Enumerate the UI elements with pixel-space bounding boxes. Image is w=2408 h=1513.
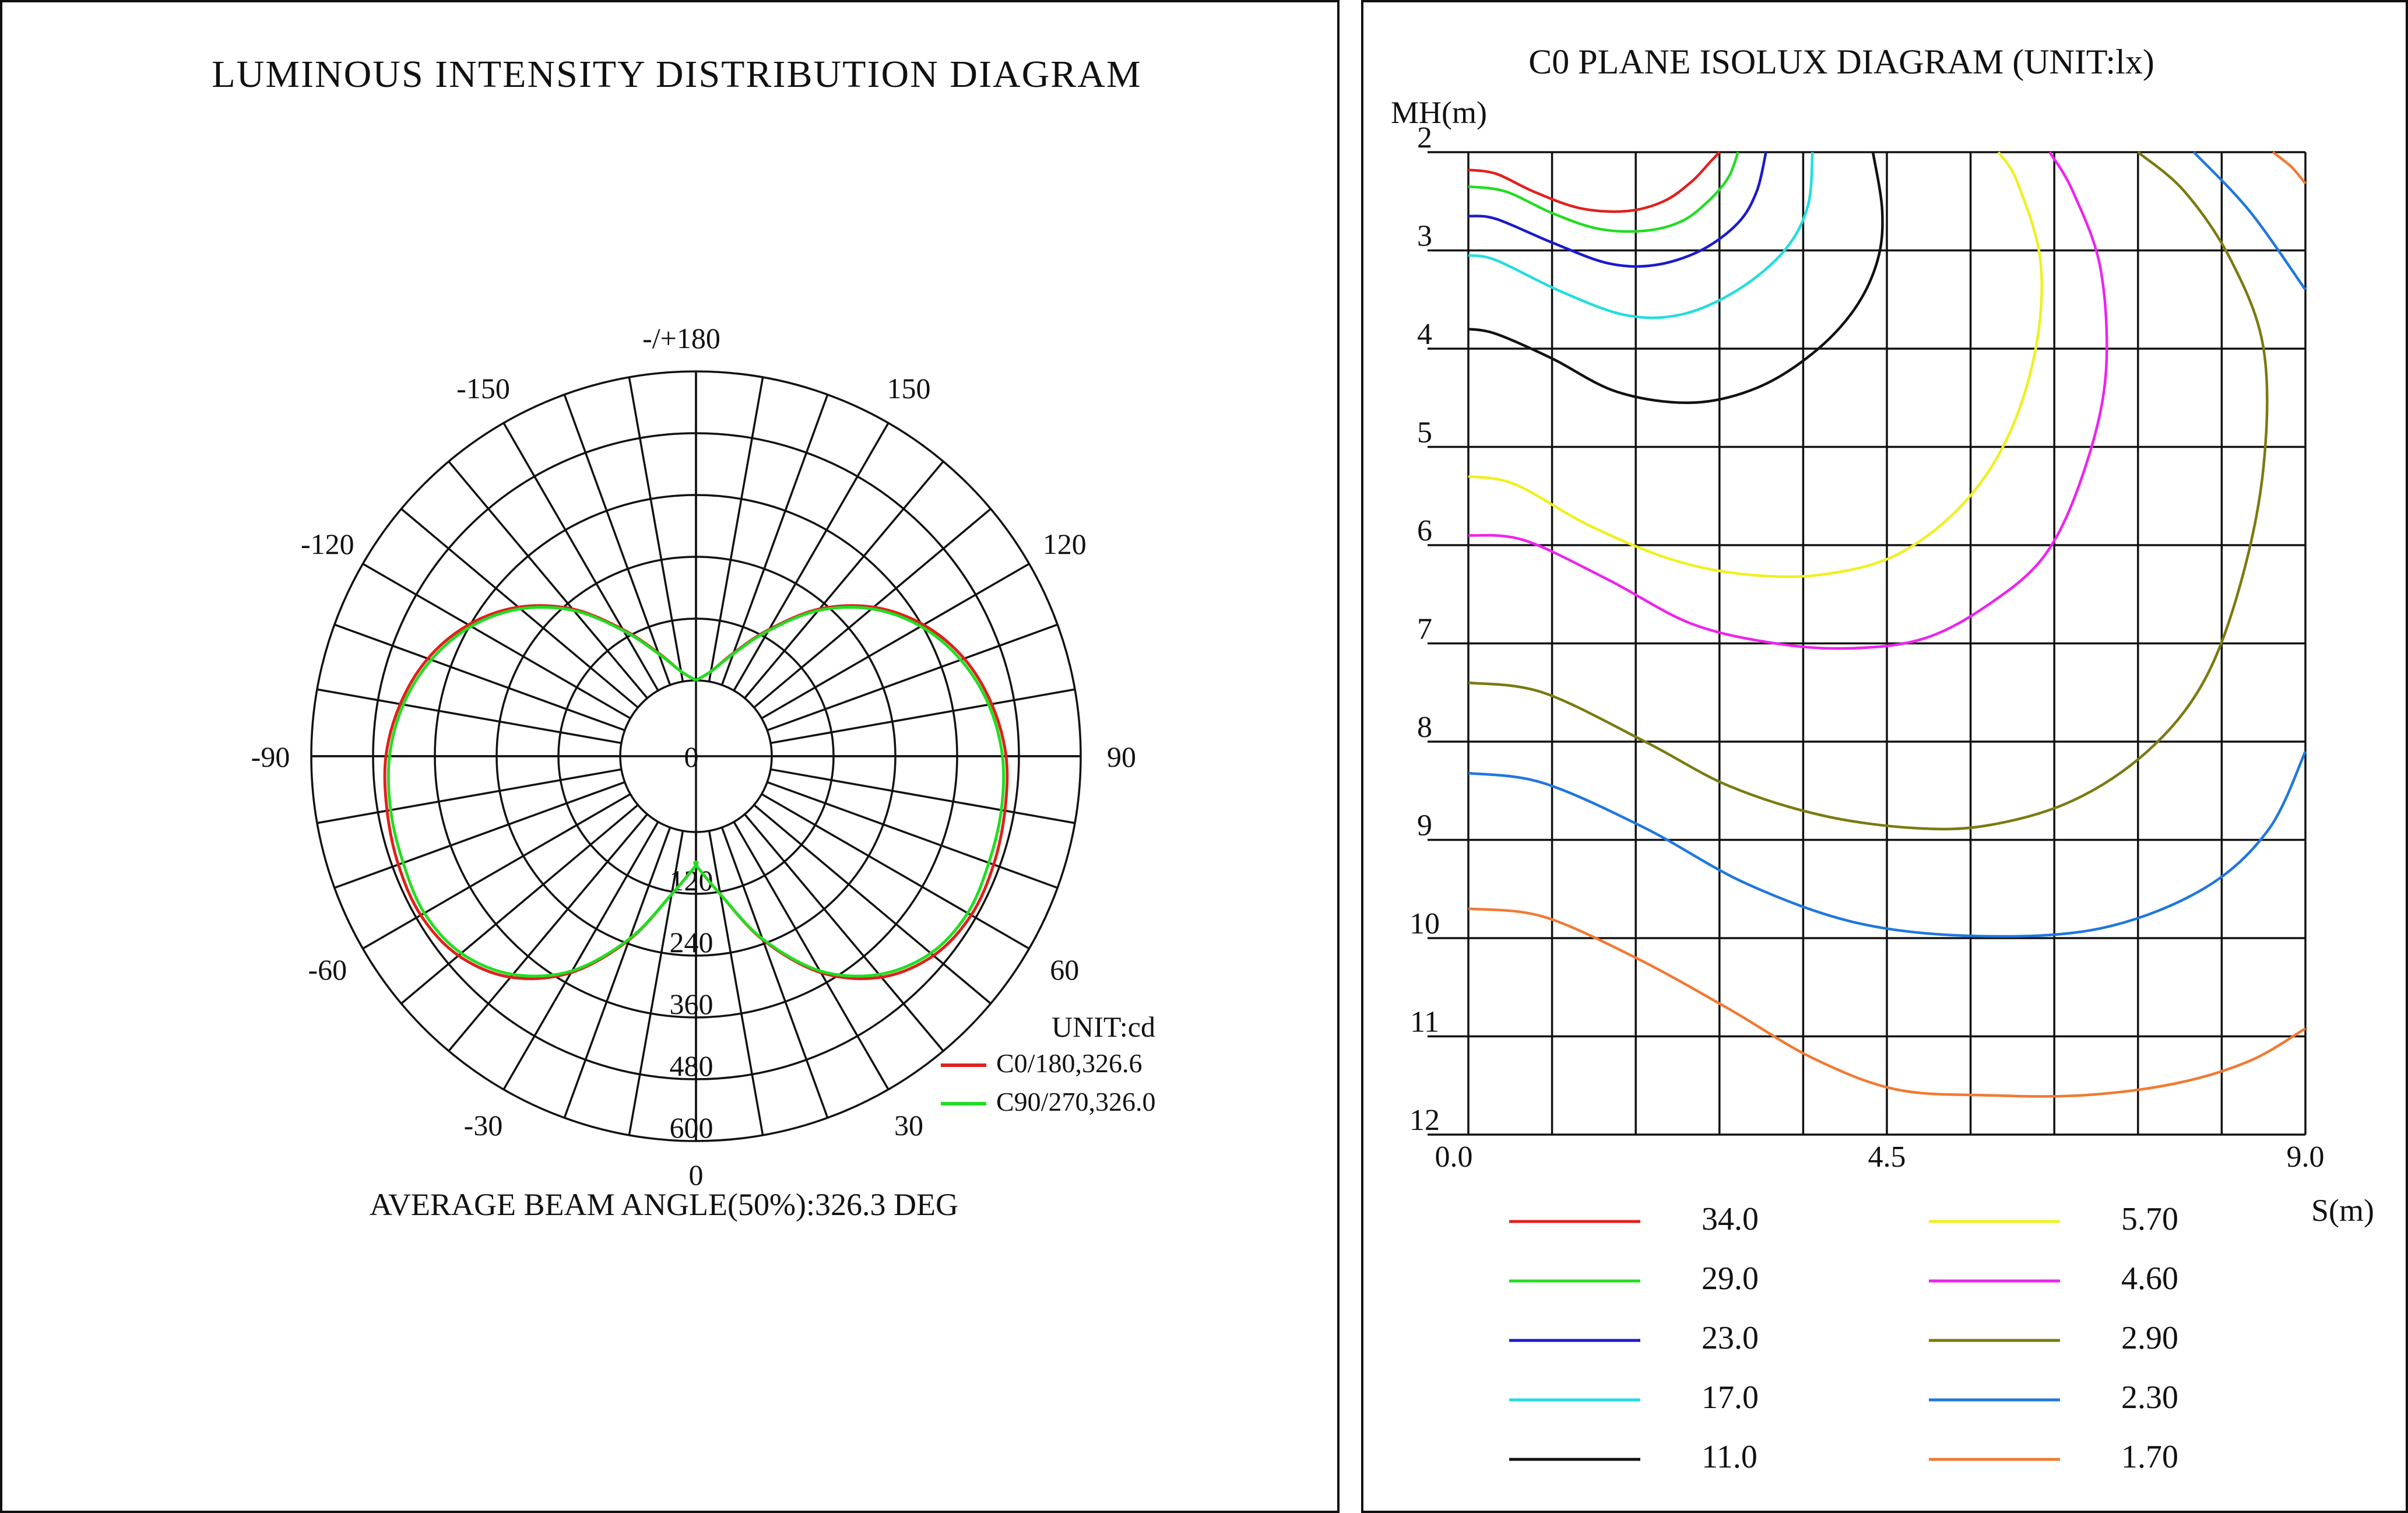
polar-spoke (720, 827, 829, 1118)
isolux-legend-label-7: 2.90 (2121, 1320, 2178, 1356)
polar-spoke (767, 781, 1058, 889)
isolux-contour-8 (1468, 750, 2307, 938)
radial-tick-label: 600 (670, 1111, 713, 1144)
polar-spoke (770, 688, 1075, 745)
angle-label: 120 (1043, 528, 1087, 560)
isolux-legend-label-2: 23.0 (1702, 1320, 1759, 1356)
isolux-contour-2 (1468, 152, 1767, 268)
isolux-title: C0 PLANE ISOLUX DIAGRAM (UNIT:lx) (1528, 43, 2154, 81)
intensity-distribution-panel: LUMINOUS INTENSITY DISTRIBUTION DIAGRAM 0… (0, 0, 1340, 1513)
polar-spoke (628, 830, 684, 1136)
isolux-legend-label-1: 29.0 (1702, 1261, 1759, 1297)
series-line-c90-270 (386, 606, 1006, 978)
isolux-contour-5 (1468, 151, 2043, 578)
radial-tick-label: 360 (670, 988, 713, 1020)
polar-spoke (448, 813, 648, 1052)
y-tick-label: 11 (1410, 1006, 1439, 1039)
legend-label-1: C90/270,326.0 (996, 1087, 1155, 1117)
polar-spoke (362, 793, 631, 950)
polar-spoke (767, 623, 1058, 732)
x-axis-label: S(m) (2311, 1193, 2374, 1228)
polar-spoke (628, 377, 684, 682)
y-tick-label: 10 (1409, 907, 1440, 940)
isolux-legend-label-4: 11.0 (1702, 1439, 1757, 1475)
isolux-legend-label-9: 1.70 (2121, 1439, 2178, 1475)
isolux-contour-7 (1468, 151, 2269, 831)
radial-tick-label: 0 (684, 740, 699, 773)
y-tick-label: 9 (1417, 809, 1432, 842)
polar-spoke (733, 422, 890, 691)
y-tick-label: 5 (1417, 416, 1432, 450)
polar-spoke (400, 804, 639, 1005)
polar-spoke (753, 804, 992, 1005)
angle-label: -120 (301, 528, 354, 560)
unit-label: UNIT:cd (1052, 1010, 1155, 1043)
polar-spoke (502, 422, 659, 691)
polar-spoke (770, 768, 1075, 824)
polar-spoke (733, 821, 890, 1090)
isolux-legend-label-3: 17.0 (1702, 1379, 1759, 1416)
polar-spoke (563, 394, 672, 686)
polar-spoke (708, 377, 764, 682)
x-tick-label: 4.5 (1868, 1140, 1906, 1174)
isolux-contour-4 (1468, 152, 1884, 405)
polar-spoke (761, 793, 1030, 950)
y-tick-label: 12 (1409, 1104, 1440, 1137)
y-tick-label: 2 (1417, 121, 1432, 155)
isolux-contour-6 (1468, 151, 2108, 650)
y-tick-label: 4 (1417, 318, 1432, 351)
x-tick-label: 0.0 (1435, 1140, 1473, 1174)
isolux-contour-9 (1468, 907, 2307, 1098)
x-tick-label: 9.0 (2287, 1140, 2325, 1174)
isolux-contour-1 (1468, 152, 1739, 233)
angle-label: 150 (887, 372, 931, 405)
isolux-contour-0 (1468, 151, 1721, 213)
y-tick-label: 3 (1417, 220, 1432, 253)
polar-spoke (761, 563, 1030, 719)
isolux-contour-10 (2192, 151, 2307, 291)
chart-title: LUMINOUS INTENSITY DISTRIBUTION DIAGRAM (212, 53, 1141, 96)
polar-spoke (317, 768, 622, 824)
y-tick-label: 8 (1417, 711, 1432, 744)
angle-label: 30 (894, 1109, 923, 1142)
isolux-chart: C0 PLANE ISOLUX DIAGRAM (UNIT:lx)MH(m)23… (1391, 43, 2374, 1475)
angle-label: -30 (464, 1109, 503, 1142)
angle-label: 90 (1107, 740, 1136, 773)
beam-angle-footer: AVERAGE BEAM ANGLE(50%):326.3 DEG (370, 1187, 958, 1222)
isolux-contour-11 (2272, 151, 2307, 185)
polar-spoke (720, 394, 829, 686)
polar-spoke (334, 623, 625, 732)
radial-tick-label: 240 (670, 926, 713, 959)
angle-label: -150 (456, 372, 510, 405)
polar-spoke (317, 688, 622, 745)
legend-label-0: C0/180,326.6 (996, 1048, 1142, 1078)
polar-spoke (744, 813, 944, 1052)
isolux-legend-label-5: 5.70 (2121, 1201, 2178, 1237)
angle-label: 60 (1050, 953, 1079, 986)
isolux-legend-label-0: 34.0 (1702, 1201, 1759, 1237)
angle-label: -/+180 (642, 322, 720, 354)
angle-label: -90 (251, 740, 290, 773)
radial-tick-label: 480 (670, 1049, 713, 1082)
y-tick-label: 7 (1417, 613, 1432, 646)
polar-spoke (744, 461, 944, 699)
polar-spoke (362, 563, 631, 719)
isolux-contour-3 (1468, 152, 1814, 320)
polar-spoke (334, 781, 625, 889)
y-tick-label: 6 (1417, 514, 1432, 547)
polar-spoke (448, 461, 648, 699)
angle-label: 0 (689, 1159, 704, 1191)
isolux-legend-label-8: 2.30 (2121, 1379, 2178, 1416)
angle-label: -60 (308, 953, 347, 986)
polar-spoke (502, 821, 659, 1090)
isolux-panel: C0 PLANE ISOLUX DIAGRAM (UNIT:lx) MH(m) 2 3… (1361, 0, 2408, 1513)
polar-spoke (563, 827, 672, 1118)
isolux-legend-label-6: 4.60 (2121, 1261, 2178, 1297)
polar-chart: LUMINOUS INTENSITY DISTRIBUTION DIAGRAM 0… (212, 53, 1155, 1222)
y-axis-label: MH(m) (1391, 95, 1487, 130)
polar-spoke (708, 830, 764, 1136)
